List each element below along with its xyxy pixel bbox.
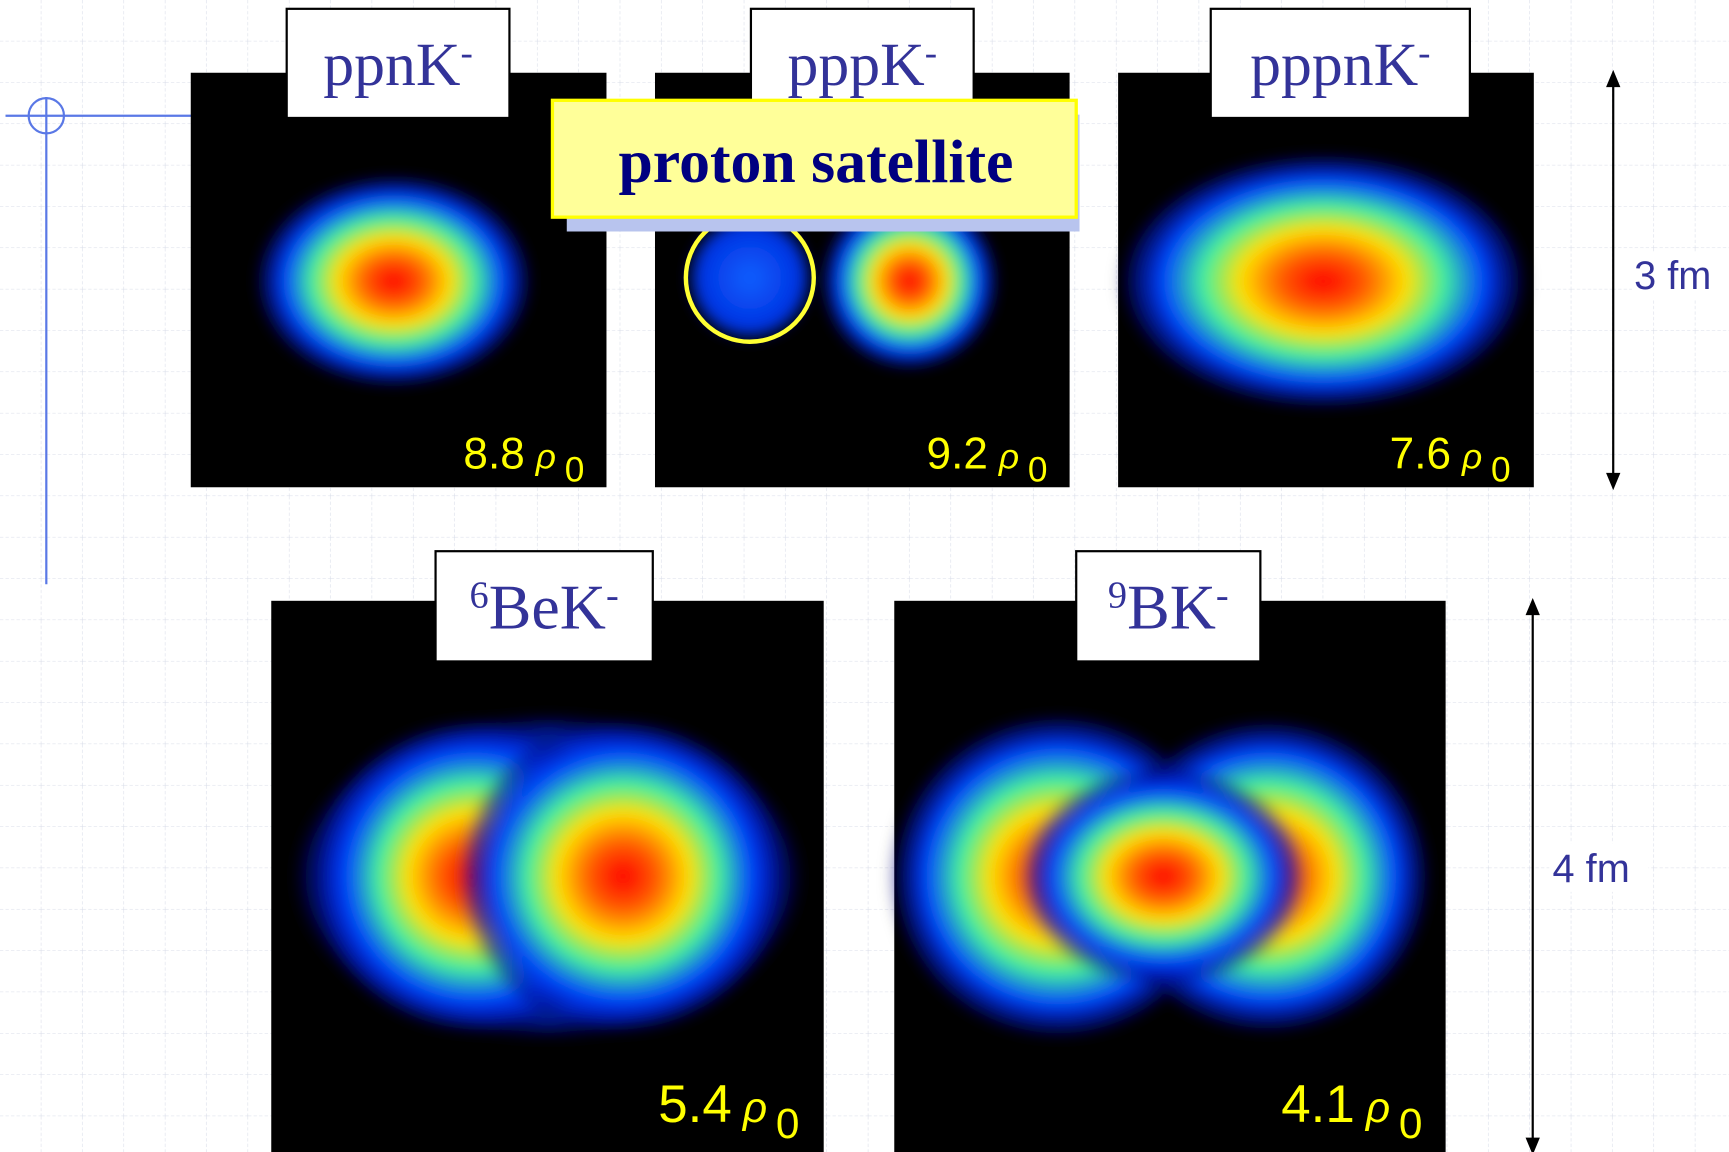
slide: ppnK-8.8ρ0pppK-9.2ρ0pppnK-7.6ρ06BeK-5.4ρ…	[0, 0, 1729, 1152]
callout: proton satellite	[552, 100, 1079, 231]
label-part: pppK	[788, 31, 925, 99]
density-plot	[253, 173, 535, 389]
rho-subscript: 0	[1028, 451, 1048, 490]
rho-subscript: 0	[1491, 451, 1511, 490]
density-number: 5.4	[658, 1075, 732, 1134]
density-number: 4.1	[1281, 1075, 1355, 1134]
density-blob	[253, 173, 535, 389]
rho-subscript: 0	[1399, 1100, 1423, 1147]
scale-label: 3 fm	[1634, 254, 1711, 298]
rho-subscript: 0	[776, 1100, 800, 1147]
panel-label: pppnK-	[1250, 31, 1430, 99]
rho: ρ	[1461, 438, 1482, 477]
page: ppnK-8.8ρ0pppK-9.2ρ0pppnK-7.6ρ06BeK-5.4ρ…	[0, 0, 1729, 1152]
rho: ρ	[535, 438, 556, 477]
label-part: BK	[1127, 571, 1216, 642]
label-part: pppnK	[1250, 31, 1418, 99]
panel-label: 6BeK-	[470, 571, 619, 642]
rho: ρ	[1364, 1084, 1390, 1131]
density-number: 9.2	[927, 430, 988, 479]
label-part: ppnK	[323, 31, 460, 99]
label-part: -	[460, 33, 472, 74]
density-number: 8.8	[463, 430, 524, 479]
label-part: 6	[470, 574, 489, 616]
rho: ρ	[998, 438, 1019, 477]
label-part: BeK	[489, 571, 606, 642]
density-blob	[458, 717, 789, 1037]
label-part: -	[606, 574, 619, 616]
label-part: -	[925, 33, 937, 74]
callout-text: proton satellite	[618, 128, 1013, 196]
rho-subscript: 0	[565, 451, 585, 490]
rho: ρ	[741, 1084, 767, 1131]
density-plot	[289, 711, 807, 1042]
panel-label: pppK-	[788, 31, 938, 99]
scale-label: 4 fm	[1553, 847, 1630, 891]
label-part: -	[1216, 574, 1229, 616]
density-blob	[1020, 766, 1307, 986]
density-blob	[1116, 151, 1531, 411]
panel-label: ppnK-	[323, 31, 473, 99]
density-number: 7.6	[1390, 430, 1451, 479]
density-plot	[888, 711, 1434, 1042]
label-part: -	[1418, 33, 1430, 74]
density-plot	[1116, 151, 1531, 411]
label-part: 9	[1108, 574, 1127, 616]
